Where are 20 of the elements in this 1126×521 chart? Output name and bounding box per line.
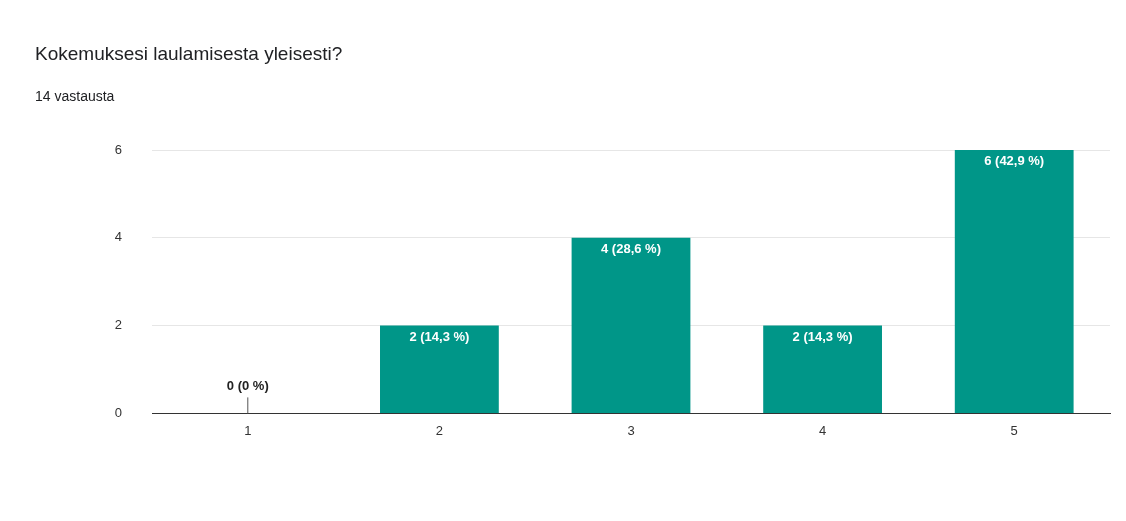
x-tick-label: 1: [244, 422, 252, 438]
data-label: 4 (28,6 %): [601, 240, 661, 256]
x-tick-label: 4: [818, 422, 827, 438]
bar: [954, 150, 1074, 413]
y-tick-label: 6: [114, 141, 122, 157]
y-tick-label: 2: [114, 317, 122, 333]
x-tick-label: 2: [435, 422, 444, 438]
chart-title: Kokemuksesi laulamisesta yleisesti?: [35, 43, 343, 65]
bar: [763, 325, 882, 413]
y-tick-label: 4: [114, 229, 122, 245]
y-tick-label: 0: [114, 404, 122, 420]
data-label: 0 (0 %): [226, 378, 269, 394]
bar: [571, 237, 691, 413]
x-tick-label: 3: [627, 422, 635, 438]
chart-subtitle: 14 vastausta: [35, 88, 115, 104]
bar: [380, 325, 499, 413]
data-label: 2 (14,3 %): [792, 328, 853, 344]
data-label: 2 (14,3 %): [409, 328, 470, 344]
x-tick-label: 5: [1010, 422, 1018, 438]
data-label: 6 (42,9 %): [984, 153, 1045, 169]
